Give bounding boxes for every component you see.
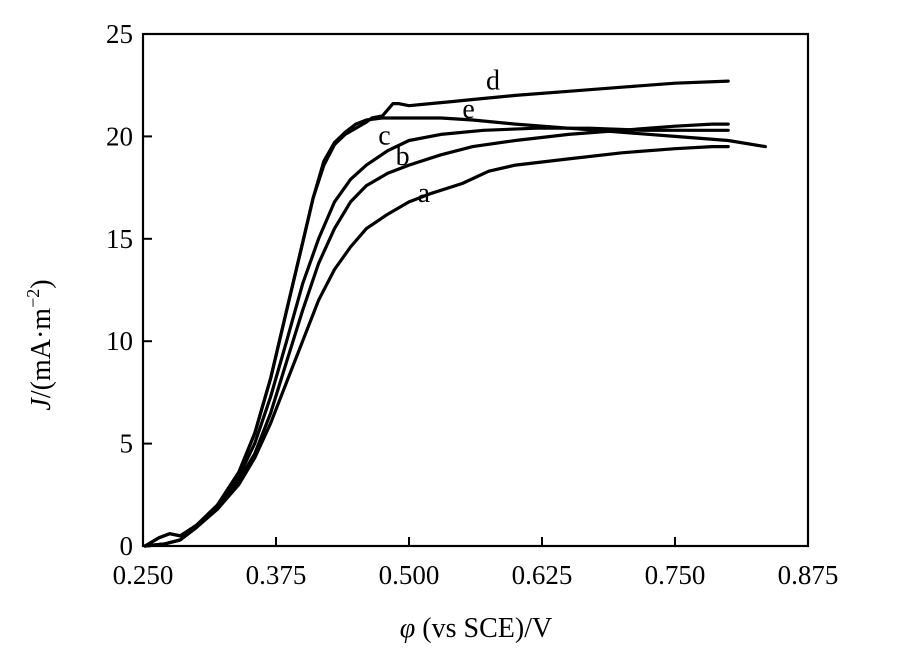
y-tick-label: 5 xyxy=(120,429,134,459)
plot-frame xyxy=(141,32,810,548)
series-lines xyxy=(143,79,767,548)
series-label-a: a xyxy=(418,178,431,209)
series-line-b xyxy=(143,122,730,548)
x-tick-label: 0.250 xyxy=(113,560,174,590)
y-axis: 0 5 10 15 20 25 xyxy=(106,19,152,561)
series-label-c: c xyxy=(378,121,390,152)
series-labels: abc de xyxy=(378,65,500,209)
series-label-d: d xyxy=(486,65,500,96)
y-tick-label: 20 xyxy=(106,121,133,151)
y-tick-label: 25 xyxy=(106,19,133,49)
series-label-b: b xyxy=(396,141,410,172)
y-tick-label: 0 xyxy=(120,531,134,561)
x-axis: 0.250 0.375 0.500 0.625 0.750 0.875 xyxy=(113,537,839,590)
y-axis-title: J/(mA·m−2) xyxy=(23,279,57,410)
y-tick-label: 15 xyxy=(106,224,133,254)
x-tick-label: 0.375 xyxy=(246,560,307,590)
plot-area xyxy=(141,32,810,548)
y-tick-label: 10 xyxy=(106,326,133,356)
x-tick-label: 0.625 xyxy=(512,560,573,590)
x-tick-label: 0.875 xyxy=(778,560,839,590)
series-line-e xyxy=(143,116,767,548)
x-tick-label: 0.750 xyxy=(645,560,706,590)
series-label-e: e xyxy=(462,94,474,125)
x-tick-label: 0.500 xyxy=(379,560,440,590)
x-axis-title: φ (vs SCE)/V xyxy=(400,613,552,644)
